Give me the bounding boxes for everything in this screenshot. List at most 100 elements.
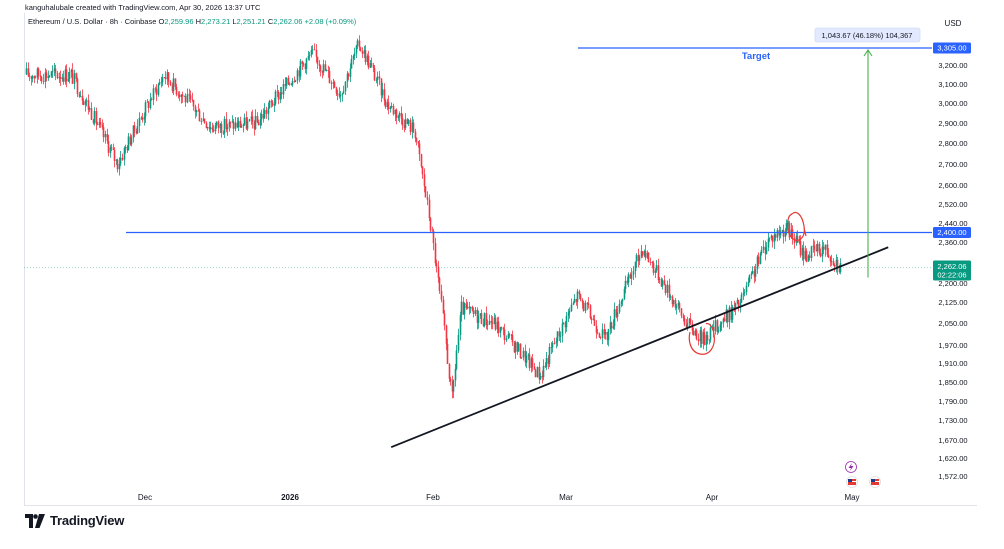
candle-body <box>198 110 201 122</box>
candle-body <box>507 334 510 339</box>
candle-body <box>567 312 570 316</box>
candle-body <box>61 77 64 79</box>
candle-body <box>722 318 725 323</box>
candle-body <box>363 50 366 54</box>
candle-body <box>538 366 541 380</box>
candle-body <box>630 274 633 279</box>
candle-body <box>273 103 276 106</box>
candle-body <box>166 72 169 80</box>
candle-body <box>51 71 54 72</box>
candle-body <box>466 306 469 308</box>
candle-body <box>559 335 562 337</box>
candle-body <box>575 299 578 302</box>
candle-body <box>627 274 630 283</box>
candle-body <box>672 300 675 305</box>
candle-body <box>299 61 302 77</box>
candle-body <box>401 118 404 126</box>
candle-body <box>491 322 494 324</box>
candle-body <box>742 293 745 295</box>
candle-body <box>691 323 694 332</box>
candle-body <box>590 318 593 320</box>
candle-body <box>106 134 109 142</box>
candle-body <box>209 127 212 130</box>
candle-body <box>545 358 548 367</box>
candle-body <box>816 243 819 252</box>
candle-body <box>804 250 807 260</box>
candle-body <box>257 122 260 126</box>
candle-body <box>668 284 671 298</box>
candle-body <box>412 122 415 132</box>
candle-body <box>683 318 686 325</box>
chart-frame[interactable] <box>24 13 977 506</box>
price-tick-label: 2,900.00 <box>938 119 967 128</box>
candle-body <box>133 125 136 131</box>
candle-body <box>587 303 590 306</box>
candle-body <box>807 255 810 262</box>
candle-body <box>756 256 759 270</box>
candle-body <box>315 49 318 57</box>
candle-body <box>418 143 421 155</box>
candle-body <box>621 298 624 302</box>
candle-body <box>291 81 294 85</box>
candle-body <box>779 232 782 236</box>
candle-body <box>669 296 672 298</box>
candle-body <box>486 324 489 326</box>
candle-body <box>432 230 435 244</box>
candle-body <box>524 350 527 363</box>
candle-body <box>215 121 218 126</box>
tradingview-logo[interactable]: TradingView <box>25 513 124 528</box>
candle-body <box>781 230 784 233</box>
candle-body <box>147 101 150 108</box>
candle-body <box>836 259 839 269</box>
candle-body <box>256 116 259 123</box>
candle-body <box>771 235 774 242</box>
candle-body <box>192 100 195 107</box>
candle-body <box>31 76 34 79</box>
candle-body <box>652 262 655 273</box>
candle-body <box>234 122 237 129</box>
candle-body <box>610 322 613 329</box>
price-tick-label: 2,520.00 <box>938 200 967 209</box>
candle-body <box>556 331 559 342</box>
candle-body <box>307 56 310 59</box>
legend-o-label: O <box>158 17 165 26</box>
candle-body <box>45 72 48 79</box>
candle-body <box>626 280 629 283</box>
candle-body <box>375 80 378 81</box>
candle-body <box>169 81 172 85</box>
candle-body <box>313 49 316 51</box>
candle-body <box>400 112 403 119</box>
candle-body <box>579 294 582 300</box>
candle-body <box>53 68 56 72</box>
candle-body <box>607 329 610 341</box>
candle-body <box>87 100 90 110</box>
candle-body <box>364 50 367 63</box>
candle-body <box>387 102 390 110</box>
candle-body <box>494 317 497 330</box>
candle-body <box>760 249 763 254</box>
candle-body <box>505 338 508 340</box>
candle-body <box>770 235 773 238</box>
candle-body <box>728 307 731 323</box>
candle-body <box>699 330 702 342</box>
candle-body <box>327 70 330 72</box>
candle-body <box>790 229 793 238</box>
candle-body <box>81 95 84 101</box>
candle-body <box>325 70 328 71</box>
measure-label: 1,043.67 (46.18%) 104,367 <box>822 31 913 40</box>
candle-body <box>113 149 116 161</box>
candle-body <box>716 320 719 332</box>
candle-body <box>311 49 314 51</box>
candle-body <box>601 329 604 338</box>
candle-body <box>474 309 477 314</box>
candle-body <box>449 378 452 382</box>
candle-body <box>791 229 794 239</box>
candle-body <box>695 330 698 340</box>
candle-body <box>37 68 40 76</box>
candle-body <box>225 118 228 130</box>
time-tick-label: Mar <box>559 493 573 502</box>
candle-body <box>154 88 157 90</box>
candle-body <box>129 136 132 145</box>
candle-body <box>126 147 129 151</box>
